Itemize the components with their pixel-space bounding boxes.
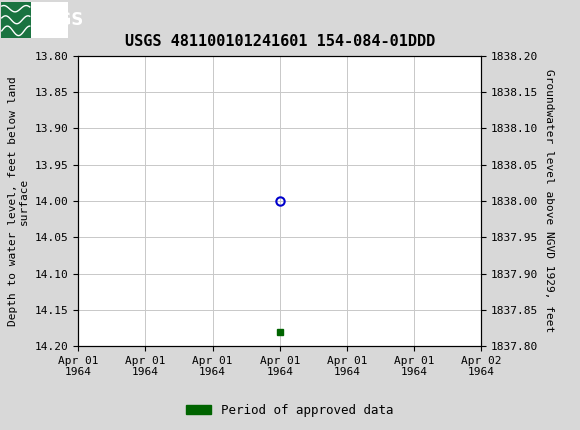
Y-axis label: Depth to water level, feet below land
surface: Depth to water level, feet below land su… (8, 76, 29, 326)
Y-axis label: Groundwater level above NGVD 1929, feet: Groundwater level above NGVD 1929, feet (544, 69, 554, 333)
Title: USGS 481100101241601 154-084-01DDD: USGS 481100101241601 154-084-01DDD (125, 34, 435, 49)
Legend: Period of approved data: Period of approved data (181, 399, 399, 421)
Bar (1, 2, 31, 37)
Bar (1, 2, 68, 37)
Text: USGS: USGS (32, 11, 84, 29)
